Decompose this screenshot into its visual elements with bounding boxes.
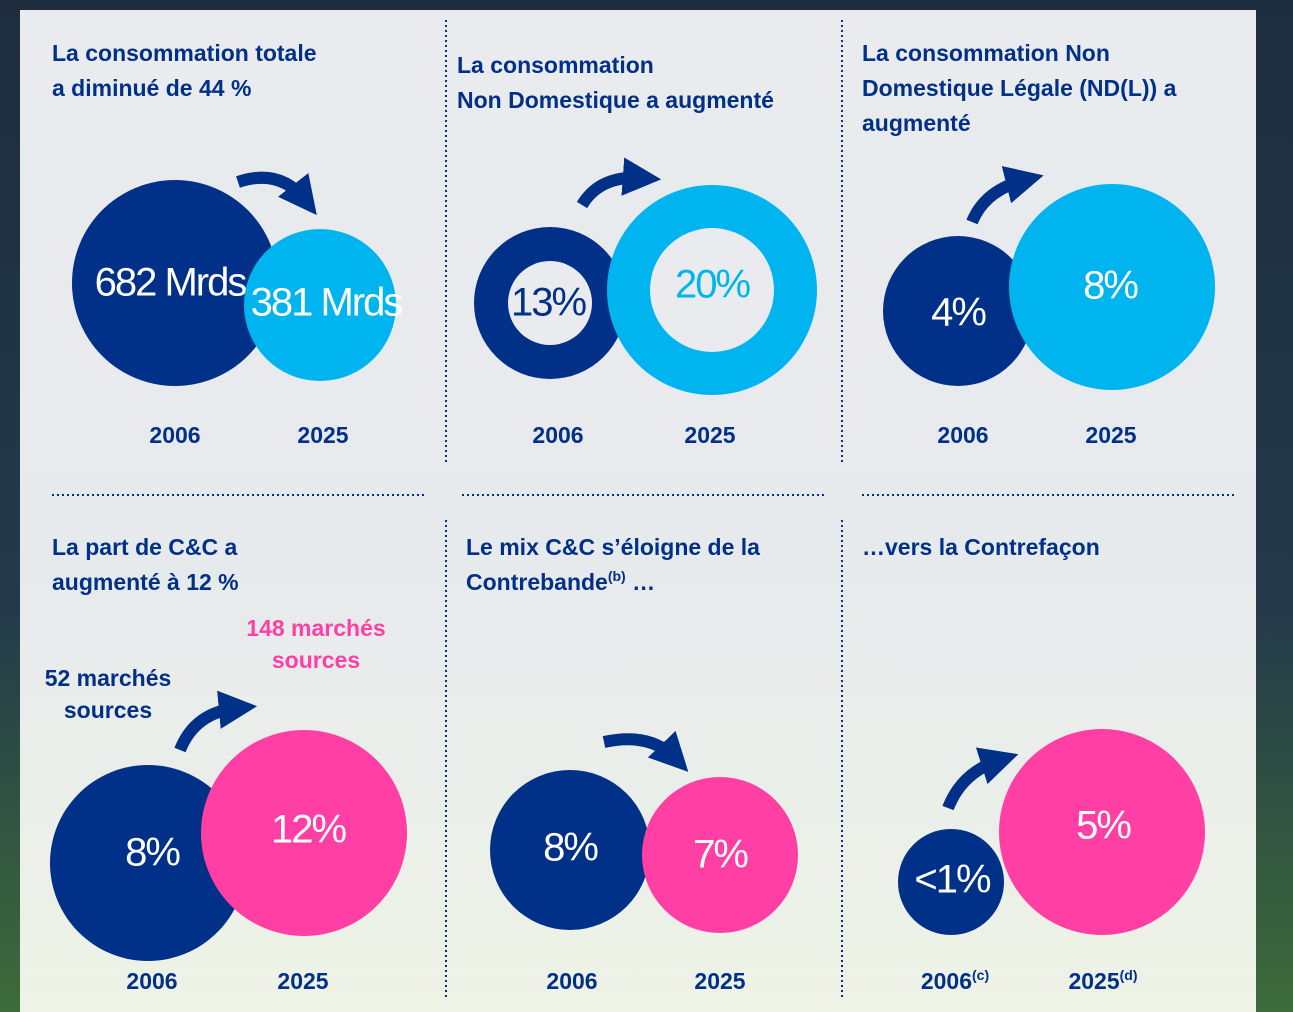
panel-title: La consommation Non <box>862 40 1110 66</box>
year: 2025 <box>694 968 745 994</box>
circle-label: 8% <box>125 831 180 875</box>
year: 2006 <box>126 968 177 994</box>
year: 2025 <box>684 422 735 448</box>
year: 2006 <box>921 968 972 994</box>
title-line: La consommation totale <box>52 40 317 66</box>
panel-title: …vers la Contrefaçon <box>862 534 1100 560</box>
panel: La part de C&C a augmenté à 12 % 52 marché… <box>45 534 407 994</box>
title-line: Contrebande <box>466 569 608 595</box>
circle-label: 381 Mrds <box>251 281 403 325</box>
title-line: a diminué de 44 % <box>52 75 251 101</box>
circle <box>201 730 407 936</box>
year-label: 2006 <box>937 422 988 448</box>
circle-label: 5% <box>1076 804 1131 848</box>
circle-label: 7% <box>693 833 748 877</box>
year: 2006 <box>149 422 200 448</box>
title-line: La part de C&C a <box>52 534 238 560</box>
circle <box>999 729 1205 935</box>
panel-title: La consommation <box>457 52 654 78</box>
title-line: La consommation <box>457 52 654 78</box>
year-label: 2006(c) <box>921 967 989 994</box>
panel-title: La consommation totale <box>52 40 317 66</box>
panel: Le mix C&C s’éloigne de la Contrebande(b)… <box>466 534 798 994</box>
circle-label: 13% <box>511 281 586 325</box>
title-line: …vers la Contrefaçon <box>862 534 1100 560</box>
title-superscript: (b) <box>608 568 626 584</box>
arrows <box>174 157 1044 811</box>
year: 2025 <box>297 422 348 448</box>
year: 2025 <box>1068 968 1119 994</box>
year-label: 2025 <box>684 422 735 448</box>
title-line: Domestique Légale (ND(L)) a <box>862 75 1177 101</box>
year-superscript: (d) <box>1120 967 1138 983</box>
year-label: 2025 <box>694 968 745 994</box>
circle <box>898 829 1004 935</box>
year: 2006 <box>532 422 583 448</box>
title-line: La consommation Non <box>862 40 1110 66</box>
circle <box>490 770 650 930</box>
year-label: 2006 <box>532 422 583 448</box>
year-label: 2006 <box>149 422 200 448</box>
ring-hole <box>650 228 774 352</box>
panel-title: Non Domestique a augmenté <box>457 87 774 113</box>
title-line: Le mix C&C s’éloigne de la <box>466 534 760 560</box>
panel-title: augmenté à 12 % <box>52 569 239 595</box>
year: 2006 <box>937 422 988 448</box>
panel-title: La part de C&C a <box>52 534 238 560</box>
title-line: Non Domestique a augmenté <box>457 87 774 113</box>
content: La consommation totale a diminué de 44 % 6… <box>45 40 1215 994</box>
title-tail: … <box>626 569 655 595</box>
circle-label: <1% <box>914 858 991 902</box>
ring-hole <box>508 261 592 345</box>
panel: La consommation Non Domestique Légale (ND… <box>862 40 1215 448</box>
circle-label: 4% <box>931 291 986 335</box>
source-label: sources <box>272 647 360 673</box>
circle <box>244 229 396 381</box>
panel: La consommation totale a diminué de 44 % 6… <box>52 40 404 448</box>
source-label: 52 marchés <box>45 665 172 691</box>
panel: La consommation Non Domestique a augmenté… <box>457 52 817 448</box>
circle <box>883 236 1033 386</box>
title-line: augmenté à 12 % <box>52 569 239 595</box>
year-superscript: (c) <box>972 967 989 983</box>
circle-label: 20% <box>675 263 750 307</box>
panel-title: Contrebande(b) … <box>466 568 655 595</box>
circle <box>642 777 798 933</box>
circle-label: 12% <box>271 808 346 852</box>
circle-label: 8% <box>1083 264 1138 308</box>
title-line: augmenté <box>862 110 971 136</box>
year-label: 2025 <box>277 968 328 994</box>
panel-title: a diminué de 44 % <box>52 75 251 101</box>
year: 2025 <box>1085 422 1136 448</box>
year-label: 2006 <box>546 968 597 994</box>
year-label: 2025(d) <box>1068 967 1137 994</box>
circle <box>1009 184 1215 390</box>
year-label: 2025 <box>297 422 348 448</box>
year-label: 2025 <box>1085 422 1136 448</box>
year: 2025 <box>277 968 328 994</box>
panel-title: augmenté <box>862 110 971 136</box>
year-label: 2006 <box>126 968 177 994</box>
source-label: 148 marchés <box>246 615 385 641</box>
circle <box>50 765 246 961</box>
panel-title: Domestique Légale (ND(L)) a <box>862 75 1177 101</box>
circle <box>72 180 278 386</box>
panel-title: Le mix C&C s’éloigne de la <box>466 534 760 560</box>
panel: …vers la Contrefaçon <1% 2006(c) 5% 2025(d) <box>862 534 1205 994</box>
circle-label: 682 Mrds <box>95 261 247 305</box>
circle-label: 8% <box>543 826 598 870</box>
year: 2006 <box>546 968 597 994</box>
source-label: sources <box>64 697 152 723</box>
